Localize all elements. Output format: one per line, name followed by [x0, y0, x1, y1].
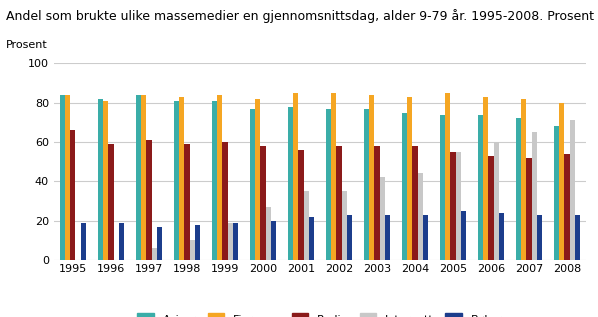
Bar — [374, 146, 380, 260]
Bar — [217, 95, 222, 260]
Bar — [499, 213, 504, 260]
Bar — [108, 144, 114, 260]
Text: Andel som brukte ulike massemedier en gjennomsnittsdag, alder 9-79 år. 1995-2008: Andel som brukte ulike massemedier en gj… — [6, 10, 594, 23]
Bar — [70, 130, 75, 260]
Bar — [65, 95, 70, 260]
Bar — [380, 178, 385, 260]
Bar — [515, 119, 521, 260]
Bar — [228, 223, 233, 260]
Bar — [478, 114, 483, 260]
Bar — [526, 158, 532, 260]
Bar — [575, 215, 580, 260]
Bar — [119, 223, 124, 260]
Bar — [195, 224, 200, 260]
Bar — [190, 240, 195, 260]
Bar — [271, 221, 276, 260]
Bar — [385, 215, 390, 260]
Bar — [179, 97, 184, 260]
Bar — [461, 211, 466, 260]
Bar — [233, 223, 238, 260]
Bar — [521, 99, 526, 260]
Bar — [103, 101, 108, 260]
Bar — [81, 223, 86, 260]
Bar — [222, 142, 228, 260]
Bar — [141, 95, 146, 260]
Bar — [559, 103, 565, 260]
Bar — [440, 114, 445, 260]
Bar — [412, 146, 417, 260]
Bar — [570, 120, 575, 260]
Text: Prosent: Prosent — [6, 40, 48, 50]
Bar — [341, 191, 347, 260]
Bar — [554, 126, 559, 260]
Bar — [304, 191, 309, 260]
Bar — [565, 154, 570, 260]
Bar — [184, 144, 190, 260]
Bar — [456, 152, 461, 260]
Bar — [288, 107, 293, 260]
Bar — [60, 95, 65, 260]
Bar — [331, 93, 336, 260]
Bar — [537, 215, 542, 260]
Bar — [212, 101, 217, 260]
Bar — [423, 215, 428, 260]
Bar — [417, 173, 423, 260]
Bar — [402, 113, 407, 260]
Bar — [255, 99, 260, 260]
Bar — [483, 97, 489, 260]
Bar — [249, 109, 255, 260]
Bar — [450, 152, 456, 260]
Bar — [326, 109, 331, 260]
Bar — [336, 146, 341, 260]
Bar — [146, 140, 151, 260]
Bar — [407, 97, 412, 260]
Bar — [369, 95, 374, 260]
Bar — [347, 215, 352, 260]
Bar — [97, 99, 103, 260]
Bar — [293, 93, 298, 260]
Bar — [532, 132, 537, 260]
Bar — [136, 95, 141, 260]
Bar — [364, 109, 369, 260]
Bar — [494, 142, 499, 260]
Bar — [266, 207, 271, 260]
Legend: Aviser, Fjernsyn, Radio, Internett, Bøker: Aviser, Fjernsyn, Radio, Internett, Bøke… — [133, 309, 507, 317]
Bar — [260, 146, 266, 260]
Bar — [309, 217, 314, 260]
Bar — [173, 101, 179, 260]
Bar — [151, 248, 157, 260]
Bar — [489, 156, 494, 260]
Bar — [445, 93, 450, 260]
Bar — [157, 227, 162, 260]
Bar — [298, 150, 304, 260]
